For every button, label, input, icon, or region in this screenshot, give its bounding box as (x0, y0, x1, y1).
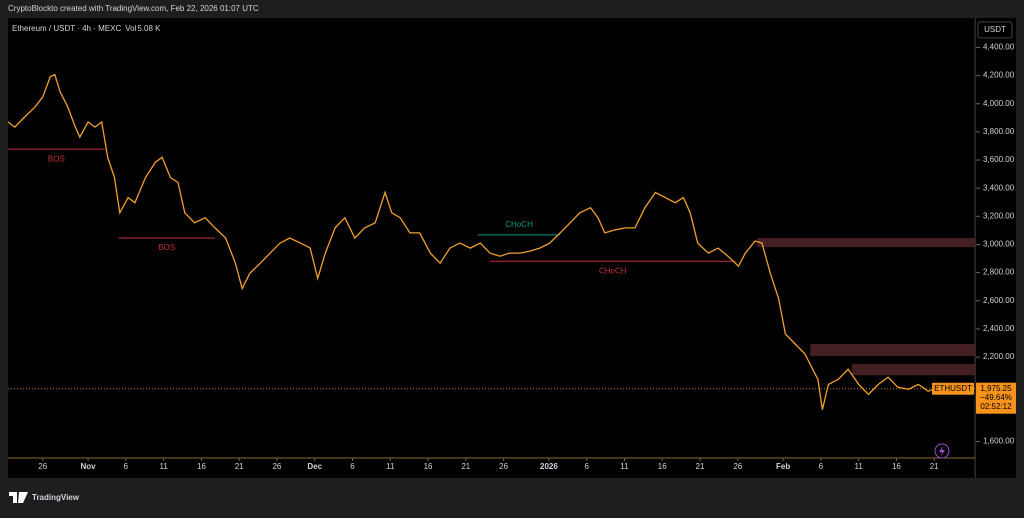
logo: TradingView (9, 492, 80, 503)
y-tick-label: 3,400.00 (983, 183, 1015, 192)
axis-unit: USDT (984, 25, 1006, 34)
logo-text: TradingView (32, 493, 80, 502)
x-tick-label: 6 (350, 462, 355, 471)
x-tick-label: 26 (38, 462, 47, 471)
x-tick-label: Dec (307, 462, 322, 471)
x-tick-label: 21 (696, 462, 705, 471)
x-tick-label: 11 (620, 462, 629, 471)
x-tick-label: 16 (197, 462, 206, 471)
alert-icon (939, 446, 945, 456)
x-tick-label: 6 (584, 462, 589, 471)
x-tick-label: 21 (930, 462, 939, 471)
x-tick-label: 2026 (540, 462, 558, 471)
x-tick-label: 26 (272, 462, 281, 471)
price-tag-countdown: 02:52:12 (980, 402, 1012, 411)
volume-value: 5.08 K (137, 24, 161, 33)
plot: 1,600.00 2,200.00 2,400.00 2,600.00 2,800.00… (7, 43, 1016, 471)
supply-zone (810, 343, 975, 357)
time-axis (8, 458, 975, 478)
x-tick-label: 26 (499, 462, 508, 471)
supply-zone (757, 238, 975, 248)
x-tick-label: 6 (124, 462, 129, 471)
y-tick-label: 2,200.00 (983, 352, 1015, 361)
y-tick-label: 3,600.00 (983, 155, 1015, 164)
credit: CryptoBlockto created with TradingView.c… (8, 4, 259, 13)
y-tick-label: 2,600.00 (983, 296, 1015, 305)
x-tick-label: 11 (159, 462, 168, 471)
structure-label: BOS (48, 154, 65, 163)
x-tick-label: 11 (386, 462, 395, 471)
x-tick-label: 16 (424, 462, 433, 471)
y-tick-label: 2,400.00 (983, 324, 1015, 333)
logo-mark (9, 492, 28, 503)
y-tick-label: 3,000.00 (983, 240, 1015, 249)
y-tick-label: 4,000.00 (983, 99, 1015, 108)
x-tick-label: 16 (658, 462, 667, 471)
y-tick-label: 4,200.00 (983, 71, 1015, 80)
price-tag-value: 1,975.25 (980, 384, 1012, 393)
structure-label: CHoCH (599, 266, 627, 275)
structure-label: CHoCH (505, 220, 533, 229)
x-tick-label: 21 (461, 462, 470, 471)
x-tick-label: 6 (819, 462, 824, 471)
price-line (7, 73, 946, 410)
structure-label: BOS (158, 243, 175, 252)
x-tick-label: 21 (235, 462, 244, 471)
y-tick-label: 4,400.00 (983, 43, 1015, 52)
chart-header: Ethereum / USDT · 4h · MEXC Vol 5.08 K (12, 24, 161, 33)
alert-icon (934, 443, 950, 459)
volume-label: Vol (125, 24, 136, 33)
x-tick-label: 16 (892, 462, 901, 471)
chart-title: Ethereum / USDT · 4h · MEXC (12, 24, 121, 33)
symbol-tag-label: ETHUSDT (934, 384, 972, 393)
y-tick-label: 3,800.00 (983, 127, 1015, 136)
supply-zone (851, 364, 975, 376)
axis-unit-box (977, 21, 1013, 39)
x-tick-label: Nov (81, 462, 97, 471)
price-tag (976, 382, 1016, 414)
y-tick-label: 2,800.00 (983, 268, 1015, 277)
symbol-tag (932, 382, 974, 395)
price-tag-change: −49.64% (980, 393, 1012, 402)
x-tick-label: 11 (855, 462, 864, 471)
y-tick-label: 1,600.00 (983, 437, 1015, 446)
x-tick-label: Feb (776, 462, 790, 471)
y-tick-label: 3,200.00 (983, 211, 1015, 220)
x-tick-label: 26 (733, 462, 742, 471)
